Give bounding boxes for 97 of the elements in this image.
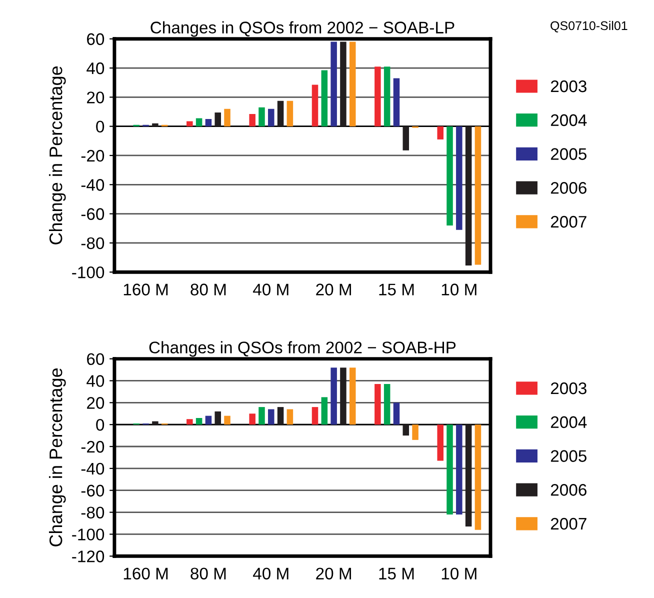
y-axis-title: Change in Percentage bbox=[48, 66, 66, 244]
y-tick-label: 40 bbox=[86, 62, 104, 74]
legend-label: 2004 bbox=[550, 416, 587, 428]
legend-label: 2005 bbox=[550, 148, 586, 160]
bar bbox=[384, 384, 390, 425]
legend-label: 2003 bbox=[550, 80, 586, 92]
bar bbox=[312, 84, 318, 126]
x-tick-label: 20 M bbox=[316, 568, 351, 580]
x-tick-label: 20 M bbox=[316, 284, 351, 296]
bar bbox=[268, 409, 274, 425]
bar bbox=[321, 397, 328, 425]
y-tick-label: 60 bbox=[87, 33, 104, 46]
y-tick-label: 20 bbox=[87, 92, 104, 104]
legend-label: 2007 bbox=[550, 216, 586, 228]
x-tick-label: 80 M bbox=[190, 284, 226, 296]
bar bbox=[402, 126, 410, 150]
y-tick-label: -100 bbox=[72, 528, 104, 540]
bar bbox=[393, 78, 400, 126]
y-tick-label: -20 bbox=[81, 440, 104, 453]
bar bbox=[474, 424, 482, 530]
y-tick-label: -80 bbox=[81, 237, 104, 250]
y-tick-label: -40 bbox=[81, 462, 104, 475]
y-tick-label: -20 bbox=[81, 150, 104, 162]
bar bbox=[196, 118, 202, 126]
bar bbox=[384, 66, 390, 126]
y-tick-label: 60 bbox=[87, 353, 104, 366]
chart-title: Changes in QSOs from 2002 − SOAB-HP bbox=[149, 341, 456, 357]
y-tick-label: 20 bbox=[87, 397, 104, 409]
bar bbox=[349, 368, 356, 425]
bar bbox=[349, 42, 356, 126]
text: QS0710-Sil01 bbox=[550, 20, 628, 32]
x-tick-label: 40 M bbox=[252, 284, 288, 296]
bar bbox=[340, 42, 346, 126]
bar bbox=[412, 424, 418, 440]
legend-label: 2005 bbox=[550, 450, 586, 462]
bar bbox=[456, 126, 462, 230]
bar bbox=[474, 126, 482, 265]
x-tick-label: 160 M bbox=[124, 568, 168, 580]
bar bbox=[465, 424, 472, 527]
bar bbox=[214, 112, 221, 126]
bar bbox=[312, 407, 318, 425]
bar bbox=[277, 407, 284, 425]
bar bbox=[258, 107, 265, 126]
bar bbox=[340, 368, 346, 425]
y-tick-label: -80 bbox=[81, 506, 104, 518]
y-tick-label: -40 bbox=[81, 179, 104, 191]
bar bbox=[465, 126, 472, 266]
x-tick-label: 40 M bbox=[252, 568, 288, 580]
bar bbox=[402, 424, 410, 436]
bar bbox=[437, 126, 444, 140]
bar bbox=[152, 421, 158, 425]
bar bbox=[205, 119, 212, 126]
x-tick-label: 160 M bbox=[124, 284, 168, 296]
bar bbox=[249, 414, 256, 425]
y-tick-label: 0 bbox=[96, 418, 104, 431]
x-tick-label: 10 M bbox=[442, 568, 476, 580]
bar bbox=[456, 424, 462, 514]
bar bbox=[321, 70, 328, 126]
bar bbox=[186, 121, 193, 126]
x-tick-label: 80 M bbox=[190, 568, 226, 580]
chart-title: Changes in QSOs from 2002 − SOAB-LP bbox=[150, 21, 454, 37]
y-tick-label: 40 bbox=[86, 375, 104, 387]
y-axis-title: Change in Percentage bbox=[48, 368, 66, 546]
y-tick-label: -60 bbox=[81, 484, 104, 497]
legend-label: 2006 bbox=[550, 182, 586, 194]
bar bbox=[330, 42, 337, 126]
bar bbox=[224, 108, 230, 126]
bar bbox=[446, 424, 453, 514]
bar bbox=[393, 402, 400, 425]
bar bbox=[437, 424, 444, 461]
bar bbox=[214, 411, 221, 425]
y-tick-label: -60 bbox=[81, 208, 104, 220]
x-tick-label: 15 M bbox=[379, 568, 414, 580]
bar bbox=[330, 368, 337, 425]
bar bbox=[374, 66, 381, 126]
bar bbox=[286, 100, 294, 126]
bar bbox=[186, 419, 193, 425]
x-tick-label: 15 M bbox=[379, 284, 414, 296]
legend-label: 2007 bbox=[550, 518, 586, 530]
y-tick-label: -120 bbox=[72, 550, 104, 562]
bar bbox=[205, 416, 212, 425]
bar bbox=[374, 384, 381, 425]
bar bbox=[286, 409, 294, 425]
bar bbox=[249, 114, 256, 126]
y-tick-label: -100 bbox=[72, 266, 104, 278]
bar bbox=[224, 416, 230, 425]
bar bbox=[258, 407, 265, 425]
x-tick-label: 10 M bbox=[442, 284, 476, 296]
text: 2003 bbox=[550, 382, 586, 394]
bar bbox=[152, 123, 158, 126]
bar bbox=[196, 418, 202, 425]
bar bbox=[446, 126, 453, 226]
legend-label: 2004 bbox=[550, 114, 587, 126]
bar bbox=[268, 108, 274, 126]
bar bbox=[277, 100, 284, 126]
legend-label: 2006 bbox=[550, 484, 586, 496]
y-tick-label: 0 bbox=[96, 120, 104, 133]
